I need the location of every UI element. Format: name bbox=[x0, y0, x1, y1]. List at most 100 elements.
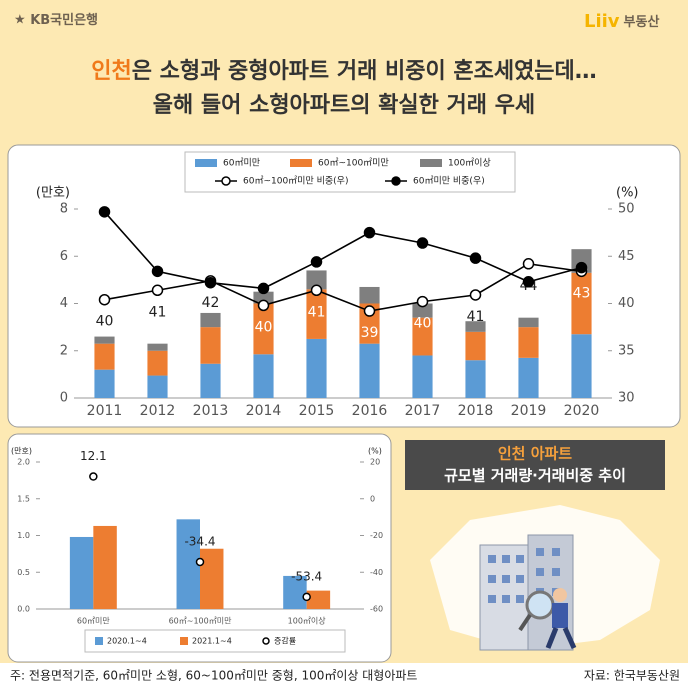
x-tick-label: 2011 bbox=[87, 403, 123, 419]
y-axis-label: (만호) bbox=[36, 186, 70, 201]
x-tick-label: 2016 bbox=[352, 403, 388, 419]
legend-label: 60㎡~100㎡미만 비중(우) bbox=[243, 176, 348, 187]
data-label: 41 bbox=[149, 304, 167, 320]
marker bbox=[575, 261, 588, 274]
bank-logo: ★ KB국민은행 bbox=[14, 12, 98, 28]
bar bbox=[518, 357, 539, 398]
marker bbox=[151, 265, 164, 278]
marker bbox=[363, 226, 376, 239]
data-label: 43 bbox=[573, 285, 591, 301]
y2-tick-label: 50 bbox=[618, 202, 635, 217]
bar bbox=[412, 355, 433, 398]
y-tick-label: 2.0 bbox=[17, 458, 30, 467]
bar bbox=[306, 338, 327, 398]
marker bbox=[469, 289, 482, 301]
bar bbox=[253, 303, 274, 355]
brand-logo: Liiv 부동산 bbox=[584, 11, 659, 32]
bar bbox=[306, 270, 327, 290]
y-tick-label: 0.5 bbox=[17, 568, 30, 577]
data-label: 39 bbox=[361, 325, 379, 341]
bar bbox=[359, 286, 380, 304]
chart-panel bbox=[7, 144, 681, 428]
x-tick-label: 2018 bbox=[458, 403, 494, 419]
bar bbox=[200, 327, 221, 364]
bar bbox=[465, 331, 486, 361]
bar bbox=[147, 343, 168, 351]
bar bbox=[200, 363, 221, 398]
bar bbox=[94, 336, 115, 344]
legend-swatch bbox=[420, 159, 442, 167]
line bbox=[103, 211, 582, 290]
legend-label: 증감률 bbox=[274, 636, 296, 646]
data-label: 41 bbox=[308, 304, 326, 320]
y-tick-label: 1.0 bbox=[17, 531, 30, 540]
marker bbox=[469, 252, 482, 264]
bar bbox=[147, 375, 168, 398]
x-tick-label: 100㎡이상 bbox=[288, 616, 327, 626]
data-label: -34.4 bbox=[184, 534, 215, 548]
marker bbox=[310, 256, 323, 268]
legend-box bbox=[84, 629, 346, 653]
data-label: 12.1 bbox=[80, 449, 107, 463]
bar bbox=[518, 317, 539, 328]
illustration bbox=[430, 505, 660, 651]
bar bbox=[94, 343, 115, 370]
y2-axis-label: (%) bbox=[616, 186, 639, 201]
marker bbox=[363, 305, 376, 317]
brand-sub: 부동산 bbox=[624, 14, 660, 30]
bar bbox=[147, 350, 168, 376]
y2-tick-label: 35 bbox=[618, 343, 635, 358]
bar bbox=[253, 291, 274, 304]
marker bbox=[204, 276, 217, 289]
bar bbox=[571, 334, 592, 398]
x-tick-label: 2017 bbox=[405, 403, 441, 419]
marker bbox=[89, 472, 98, 481]
bar bbox=[412, 317, 433, 356]
y2-tick-label: 30 bbox=[618, 391, 635, 406]
marker bbox=[257, 299, 270, 312]
y2-tick-label: 0 bbox=[370, 494, 375, 503]
y-tick-label: 8 bbox=[60, 202, 68, 217]
source: 자료: 한국부동산원 bbox=[584, 669, 680, 683]
x-tick-label: 60㎡~100㎡미만 bbox=[169, 617, 233, 626]
y-tick-label: 2 bbox=[60, 343, 68, 358]
marker bbox=[310, 284, 323, 297]
data-label: 40 bbox=[255, 319, 273, 335]
brand: Liiv bbox=[584, 11, 620, 32]
bar bbox=[253, 354, 274, 398]
bar bbox=[518, 327, 539, 358]
marker bbox=[522, 276, 535, 288]
x-tick-label: 2014 bbox=[246, 403, 282, 419]
marker bbox=[98, 206, 111, 218]
legend-label: 100㎡이상 bbox=[448, 158, 491, 169]
legend-swatch bbox=[290, 159, 312, 167]
legend-swatch bbox=[180, 637, 188, 645]
legend-marker bbox=[391, 176, 401, 186]
y-axis-label: (만호) bbox=[11, 447, 32, 456]
y2-tick-label: -20 bbox=[370, 531, 383, 540]
marker bbox=[416, 237, 429, 249]
x-tick-label: 2012 bbox=[140, 403, 176, 419]
line bbox=[104, 262, 582, 312]
marker bbox=[151, 284, 164, 297]
footer-bar bbox=[0, 663, 688, 688]
legend-marker bbox=[262, 637, 270, 645]
y2-axis-label: (%) bbox=[368, 447, 382, 456]
bar bbox=[465, 321, 486, 332]
bar bbox=[359, 343, 380, 398]
title-line2: 올해 들어 소형아파트의 확실한 거래 우세 bbox=[153, 93, 535, 118]
badge-title: 인천 아파트 bbox=[498, 445, 572, 463]
legend-label: 60㎡~100㎡미만 bbox=[318, 158, 389, 169]
bar bbox=[571, 272, 592, 335]
title-highlight: 인천 bbox=[91, 59, 131, 84]
y-tick-label: 6 bbox=[60, 249, 68, 264]
bar bbox=[283, 575, 307, 609]
y-tick-label: 0.0 bbox=[17, 605, 30, 614]
legend-label: 2021.1~4 bbox=[192, 637, 232, 646]
bar bbox=[94, 369, 115, 398]
bar bbox=[200, 312, 221, 328]
bar bbox=[200, 548, 224, 609]
legend-box bbox=[184, 151, 516, 193]
legend-swatch bbox=[195, 159, 217, 167]
